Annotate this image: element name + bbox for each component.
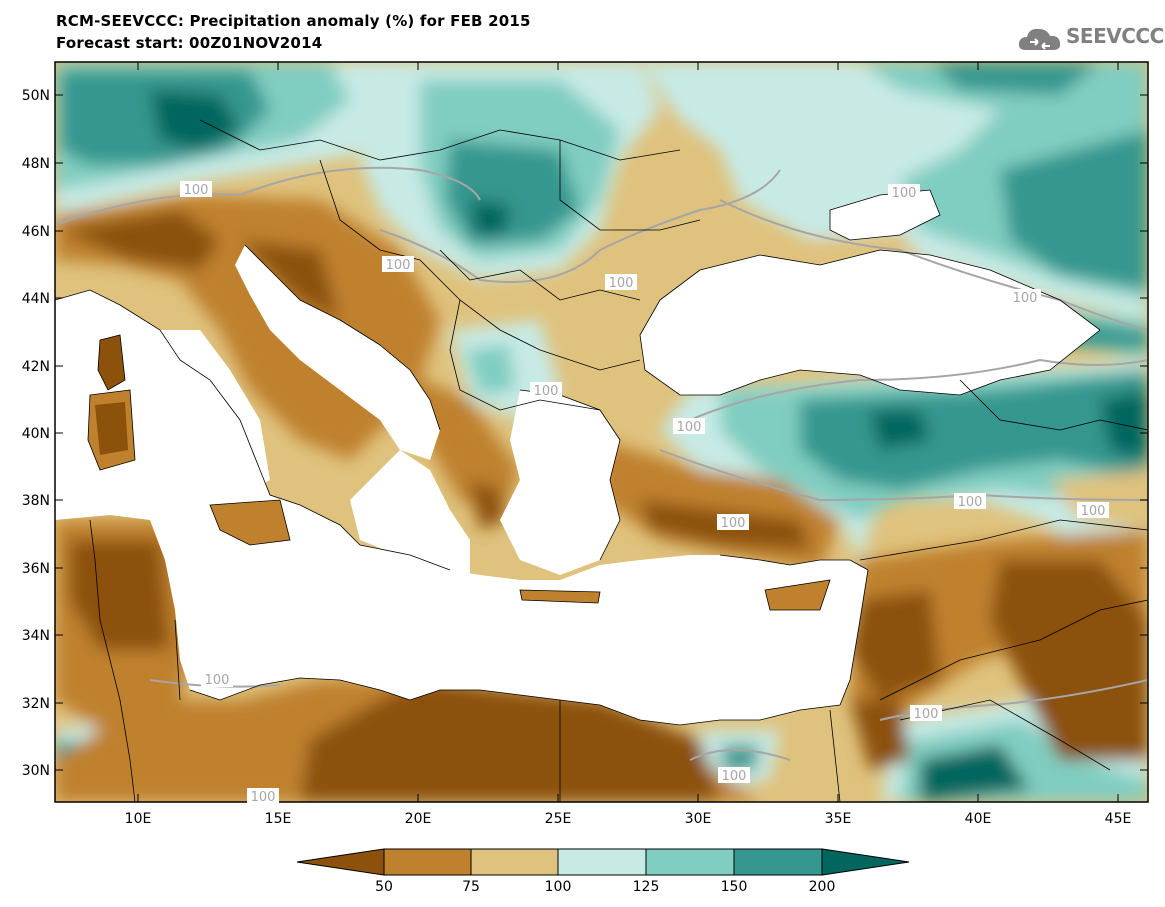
- colorbar-label-75: 75: [462, 879, 480, 895]
- colorbar-arrow-below-50: [296, 848, 385, 876]
- map-title: RCM-SEEVCCC: Precipitation anomaly (%) f…: [56, 12, 531, 30]
- lat-tick-label: 50N: [22, 88, 50, 104]
- map-frame: [54, 61, 1149, 803]
- contour-label-100: 100: [717, 514, 749, 531]
- colorbar-bin-100-125: [557, 848, 647, 876]
- contour-label-100: 100: [530, 382, 562, 399]
- svg-text:100: 100: [914, 707, 939, 722]
- svg-text:100: 100: [184, 183, 209, 198]
- svg-text:100: 100: [722, 769, 747, 784]
- svg-text:100: 100: [251, 790, 276, 805]
- svg-text:100: 100: [1013, 291, 1038, 306]
- svg-text:100: 100: [958, 495, 983, 510]
- contour-label-100: 100: [382, 256, 414, 273]
- contour-label-100: 100: [673, 418, 705, 435]
- contour-label-100: 100: [910, 705, 942, 722]
- svg-text:100: 100: [892, 186, 917, 201]
- islands: [88, 335, 830, 610]
- contour-label-100: 100: [201, 671, 233, 688]
- svg-text:100: 100: [609, 276, 634, 291]
- contour-label-100: 100: [954, 493, 986, 510]
- colorbar-arrow-above-200: [821, 848, 910, 876]
- seevccc-logo: SEEVCCC: [1016, 22, 1164, 56]
- cloud-icon: [1018, 28, 1061, 50]
- contour-label-100: 100: [247, 788, 279, 805]
- lat-tick-label: 44N: [22, 291, 50, 307]
- lon-tick-label: 30E: [685, 811, 712, 827]
- colorbar-label-200: 200: [809, 879, 836, 895]
- colorbar-bin-125-150: [645, 848, 735, 876]
- svg-text:100: 100: [1081, 504, 1106, 519]
- svg-text:100: 100: [534, 384, 559, 399]
- lon-tick-label: 15E: [265, 811, 292, 827]
- lat-tick-label: 30N: [22, 763, 50, 779]
- axis-ticks: 10E 15E 20E 25E 30E 35E 40E 45E 50N 48N 46N 44N 42N 4…: [22, 62, 1148, 827]
- lat-tick-label: 32N: [22, 696, 50, 712]
- colorbar-bin-50-75: [383, 848, 472, 876]
- contour-label-100: 100: [605, 274, 637, 291]
- svg-text:100: 100: [386, 258, 411, 273]
- contour-label-100: 100: [1077, 502, 1109, 519]
- lon-tick-label: 10E: [125, 811, 152, 827]
- lon-tick-label: 35E: [825, 811, 852, 827]
- lat-tick-label: 42N: [22, 359, 50, 375]
- lat-tick-label: 40N: [22, 426, 50, 442]
- colorbar-label-150: 150: [721, 879, 748, 895]
- lat-tick-label: 48N: [22, 156, 50, 172]
- lon-tick-label: 25E: [545, 811, 572, 827]
- sea-mask: [55, 190, 1100, 725]
- lat-tick-label: 36N: [22, 561, 50, 577]
- lat-tick-label: 34N: [22, 628, 50, 644]
- borders: [55, 119, 1148, 802]
- svg-text:100: 100: [205, 673, 230, 688]
- svg-text:100: 100: [677, 420, 702, 435]
- colorbar-bin-75-100: [470, 848, 559, 876]
- contour-label-100: 100: [1009, 289, 1041, 306]
- lon-tick-label: 45E: [1105, 811, 1132, 827]
- contour-labels: 100 100 100 100 100 100 100 100 100 100 100 100 100 1…: [180, 181, 1109, 805]
- contour-label-100: 100: [888, 184, 920, 201]
- contour-label-100: 100: [180, 181, 212, 198]
- svg-text:100: 100: [721, 516, 746, 531]
- legend-colorbar: 50 75 100 125 150 200: [296, 848, 910, 895]
- forecast-start-subtitle: Forecast start: 00Z01NOV2014: [56, 34, 323, 52]
- lon-tick-label: 40E: [965, 811, 992, 827]
- colorbar-bin-150-200: [733, 848, 823, 876]
- colorbar-label-100: 100: [545, 879, 572, 895]
- colorbar-label-125: 125: [633, 879, 660, 895]
- lon-tick-label: 20E: [405, 811, 432, 827]
- lat-tick-label: 46N: [22, 224, 50, 240]
- anomaly-field: [55, 62, 1148, 802]
- colorbar-label-50: 50: [375, 879, 393, 895]
- lat-tick-label: 38N: [22, 493, 50, 509]
- contour-label-100: 100: [718, 767, 750, 784]
